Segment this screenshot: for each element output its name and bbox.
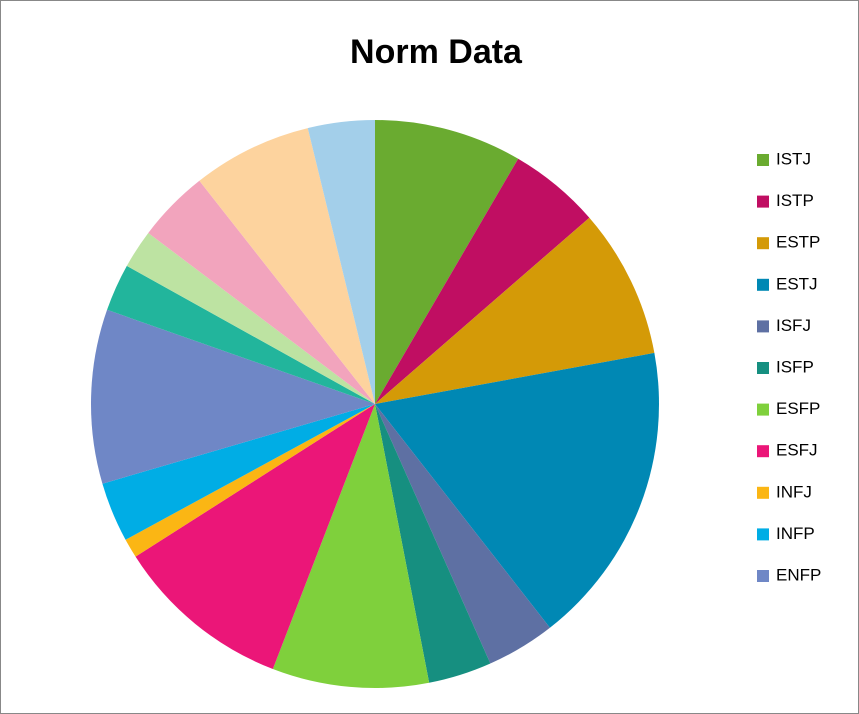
pie-slice	[148, 180, 375, 404]
pie-slice	[272, 404, 430, 688]
legend-label: ISTP	[776, 191, 814, 210]
pie-slice	[375, 158, 590, 404]
legend-label: INFP	[776, 524, 815, 543]
legend-swatch	[757, 195, 769, 208]
legend-label: ENFP	[776, 565, 821, 584]
legend-swatch	[757, 403, 769, 416]
legend-swatch	[757, 528, 769, 541]
legend-swatch	[757, 486, 769, 499]
legend-swatch	[757, 362, 769, 374]
chart-title: Norm Data	[350, 33, 523, 71]
legend-swatch	[757, 445, 769, 458]
pie-slice	[135, 404, 375, 669]
legend-swatch	[757, 570, 769, 582]
legend-label: ISFP	[776, 357, 814, 376]
legend-label: ESTP	[776, 233, 820, 252]
legend-label: ESTJ	[776, 274, 818, 293]
pie-slice	[199, 128, 375, 405]
pie-slice	[107, 265, 375, 404]
legend-label: INFJ	[776, 482, 812, 501]
pie-slice	[307, 120, 375, 404]
pie-slice	[375, 352, 659, 628]
legend-swatch	[757, 237, 769, 250]
pie-slice	[375, 404, 491, 683]
legend-label: ESFP	[776, 399, 820, 418]
pie-slice	[375, 404, 550, 664]
pie-slice	[90, 309, 376, 484]
pie-slice	[102, 404, 375, 540]
legend-swatch	[757, 320, 769, 333]
pie-slice	[375, 120, 519, 404]
legend-label: ISFJ	[776, 316, 811, 335]
legend-label: ISTJ	[776, 149, 811, 168]
legend-swatch	[757, 278, 769, 291]
pie-slice	[125, 404, 376, 557]
pie-slice	[375, 217, 655, 404]
legend-label: ESFJ	[776, 441, 818, 460]
pie-slice	[126, 232, 375, 404]
legend-swatch	[757, 154, 769, 166]
